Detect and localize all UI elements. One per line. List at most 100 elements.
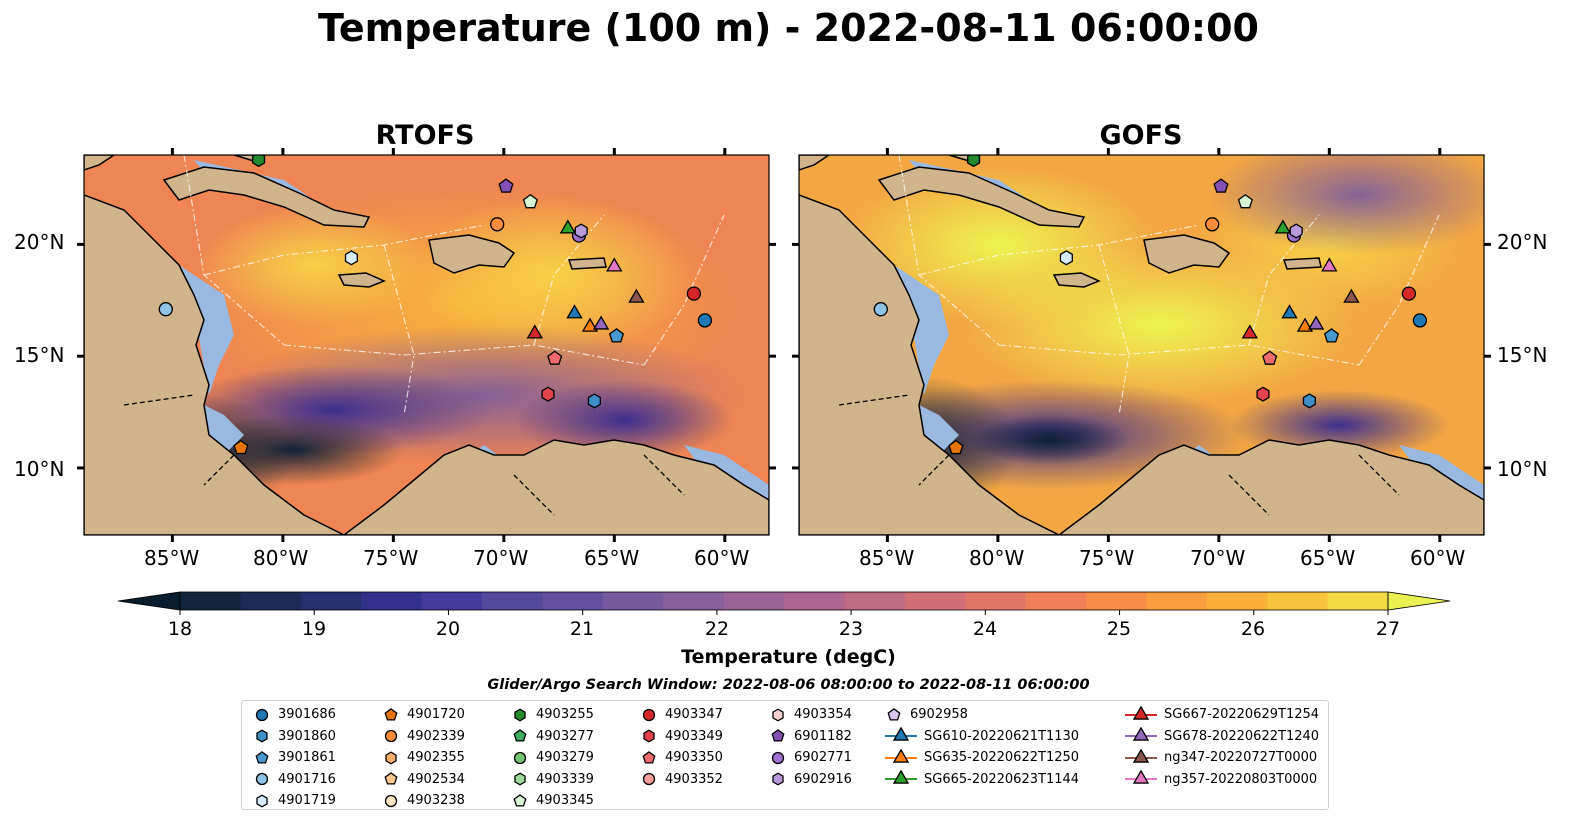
legend-item: SG610-20220621T1130 xyxy=(884,726,1079,748)
observation-marker xyxy=(1323,328,1340,343)
pentagon-marker-icon xyxy=(384,772,398,785)
land-area xyxy=(1057,439,1484,535)
colorbar-segment xyxy=(723,592,785,610)
legend-marker xyxy=(514,772,526,786)
eez-boundary xyxy=(183,155,725,416)
map-frame xyxy=(83,154,770,536)
legend-item: 6901182 xyxy=(768,726,852,748)
legend-label: 4901716 xyxy=(278,771,336,787)
legend-marker xyxy=(1132,705,1150,720)
pentagon-marker-icon xyxy=(771,729,785,742)
observation-marker xyxy=(686,286,702,301)
legend-label: 6902958 xyxy=(910,707,968,723)
observation-marker xyxy=(522,193,538,209)
legend-label: 4903339 xyxy=(536,771,594,787)
colorbar-segment xyxy=(965,592,1027,610)
observation-marker xyxy=(547,350,563,365)
hexagon-marker-icon xyxy=(385,751,397,765)
legend-marker xyxy=(385,751,397,765)
legend-label: 4903354 xyxy=(794,707,852,723)
pentagon-marker-icon xyxy=(255,750,269,764)
colorbar-segment xyxy=(663,592,725,610)
rtofs-x-tick: 60°W xyxy=(694,546,750,570)
legend-marker xyxy=(642,750,656,764)
legend-marker xyxy=(255,773,269,786)
colorbar-segment xyxy=(1327,592,1389,610)
colorbar-frame xyxy=(179,591,1389,611)
legend-marker xyxy=(1132,748,1150,763)
legend-column: 4903255 4903277 4903279 4903339 4903345 xyxy=(510,704,594,812)
legend-label: 4903255 xyxy=(536,707,594,723)
y-tick-left: 15°N xyxy=(14,343,65,367)
colorbar-segment xyxy=(300,592,362,610)
legend-marker xyxy=(384,707,398,721)
legend-marker xyxy=(643,729,655,743)
legend-marker xyxy=(892,727,910,741)
search-window-text: Glider/Argo Search Window: 2022-08-06 08… xyxy=(487,677,1090,693)
land-area xyxy=(84,155,116,171)
observation-marker xyxy=(252,155,266,168)
observation-marker xyxy=(1205,217,1220,232)
hexagon-marker-icon xyxy=(643,729,655,743)
legend-marker xyxy=(384,772,398,785)
colorbar-segment xyxy=(1267,592,1329,610)
observation-marker xyxy=(1059,250,1073,266)
legend-column: 4903354 6901182 6902771 6902916 xyxy=(768,704,852,790)
gofs-x-tick: 70°W xyxy=(1190,546,1246,570)
y-tick-right: 15°N xyxy=(1497,343,1548,367)
circle-marker-icon xyxy=(255,708,269,721)
observation-marker xyxy=(233,439,249,455)
colorbar-label: Temperature (degC) xyxy=(681,646,896,668)
legend-column: 4903347 4903349 4903350 4903352 xyxy=(639,704,723,790)
legend-marker xyxy=(384,794,398,807)
triangle-marker-icon xyxy=(1125,705,1157,720)
legend-item: SG635-20220622T1250 xyxy=(884,747,1079,769)
observation-marker xyxy=(1307,315,1325,330)
legend-label: 3901860 xyxy=(278,728,336,744)
hexagon-marker-icon xyxy=(256,729,268,743)
legend-marker xyxy=(384,730,398,743)
colorbar-tick: 20 xyxy=(435,618,461,640)
shelf-area xyxy=(194,400,244,455)
land-area xyxy=(428,234,516,274)
legend-item: 3901860 xyxy=(252,726,336,748)
observation-marker xyxy=(559,219,577,234)
gofs-x-tick: 65°W xyxy=(1300,546,1356,570)
triangle-marker-icon xyxy=(885,727,917,741)
observation-marker xyxy=(1412,313,1428,328)
observation-marker xyxy=(1213,178,1229,193)
land-area xyxy=(342,439,769,535)
observation-marker xyxy=(697,313,713,328)
observation-marker xyxy=(1241,324,1258,339)
colorbar-segment xyxy=(602,592,664,610)
legend-marker xyxy=(892,770,910,784)
colorbar-segment xyxy=(1146,592,1208,610)
legend-marker xyxy=(1132,770,1150,784)
colorbar-tick: 27 xyxy=(1375,618,1401,640)
legend-column: 4901720 4902339 4902355 4902534 4903238 xyxy=(381,704,465,812)
rtofs-x-tick: 75°W xyxy=(363,546,419,570)
legend-marker xyxy=(255,708,269,721)
land-area xyxy=(799,194,1060,535)
legend-label: 6902916 xyxy=(794,771,852,787)
colorbar-tick: 25 xyxy=(1106,618,1132,640)
circle-marker-icon xyxy=(255,773,269,786)
observation-marker xyxy=(608,328,625,343)
observation-marker xyxy=(1343,288,1360,303)
legend-item: 6902916 xyxy=(768,769,852,791)
legend-item: 4903352 xyxy=(639,769,723,791)
hexagon-marker-icon xyxy=(772,772,784,786)
colorbar-tick: 23 xyxy=(838,618,864,640)
observation-marker xyxy=(1274,219,1292,234)
legend-item: SG667-20220629T1254 xyxy=(1124,704,1319,726)
legend-marker xyxy=(772,772,784,786)
legend-item: 3901686 xyxy=(252,704,336,726)
observation-marker xyxy=(873,302,888,317)
colorbar-segment xyxy=(542,592,604,610)
colorbar-extend-low xyxy=(117,591,181,611)
legend-label: 4903238 xyxy=(407,793,465,809)
legend-label: 4903347 xyxy=(665,707,723,723)
land-area xyxy=(1143,234,1231,274)
observation-marker xyxy=(1262,350,1278,365)
rtofs-x-tick: 70°W xyxy=(473,546,529,570)
